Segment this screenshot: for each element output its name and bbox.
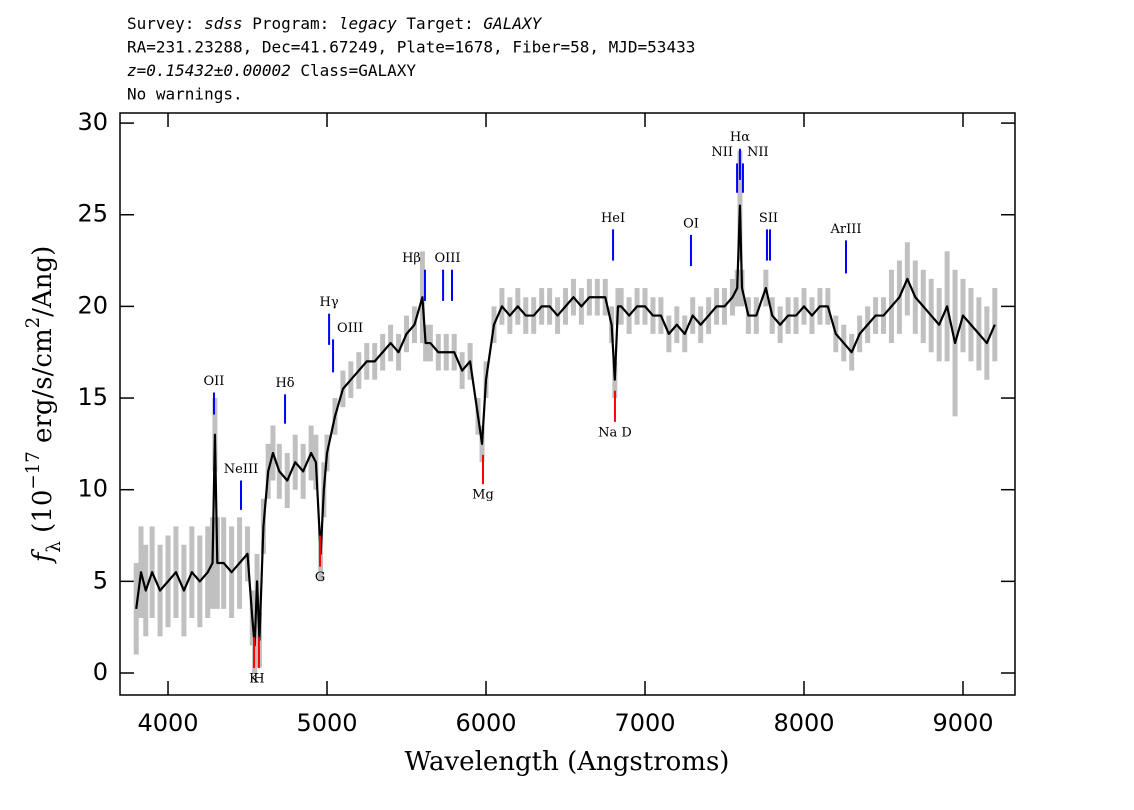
header-line: Survey: sdss Program: legacy Target: GAL… (127, 14, 543, 33)
text-part: /Ang) (28, 246, 58, 317)
x-tick-label: 7000 (614, 709, 675, 737)
text-part: Target: (397, 14, 484, 33)
line-label: Hδ (275, 376, 294, 391)
x-tick-label: 6000 (455, 709, 516, 737)
text-part: sdss (204, 14, 243, 33)
text-part: Class=GALAXY (291, 61, 417, 80)
y-tick-label: 15 (77, 383, 108, 411)
line-label: NII (711, 145, 733, 160)
line-label: OIII (434, 251, 460, 266)
y-axis-label: fλ (10−17 erg/s/cm2/Ang) (23, 246, 65, 565)
y-tick-label: 30 (77, 108, 108, 136)
spectrum-line (135, 204, 996, 647)
text-part: Survey: (127, 14, 204, 33)
plot-frame (119, 112, 1016, 696)
line-label: G (315, 570, 325, 585)
line-label: OIII (337, 321, 363, 336)
text-part: No warnings. (127, 84, 243, 103)
header-line: z=0.15432±0.00002 Class=GALAXY (127, 61, 416, 80)
line-label: Na D (598, 425, 632, 440)
header-line: RA=231.23288, Dec=41.67249, Plate=1678, … (127, 37, 695, 56)
text-part: (10 (28, 490, 58, 542)
line-label: Hβ (402, 251, 421, 266)
x-tick-label: 5000 (296, 709, 357, 737)
y-tick-label: 20 (77, 291, 108, 319)
line-label: ArIII (829, 222, 861, 237)
text-part: 2 (23, 317, 44, 329)
text-part: RA=231.23288, Dec=41.67249, Plate=1678, … (127, 37, 695, 56)
y-tick-label: 0 (93, 658, 108, 686)
text-part: erg/s/cm (28, 328, 58, 451)
text-part: legacy (339, 14, 397, 33)
text-part: λ (44, 541, 65, 553)
y-tick-label: 25 (77, 200, 108, 228)
line-label: SII (759, 211, 778, 226)
line-label: Hγ (320, 295, 339, 310)
text-part: z=0.15432±0.00002 (127, 61, 291, 80)
line-label: HeI (601, 211, 625, 226)
line-label: Hα (730, 130, 750, 145)
y-tick-label: 5 (93, 566, 108, 594)
line-label: NeIII (224, 462, 258, 477)
text-part: GALAXY (483, 14, 542, 33)
x-tick-label: 4000 (137, 709, 198, 737)
line-label: K (249, 672, 259, 687)
line-label: OII (203, 374, 224, 389)
x-axis-label: Wavelength (Angstroms) (405, 747, 730, 777)
line-label: H (253, 672, 264, 687)
text-part: Program: (243, 14, 339, 33)
y-tick-label: 10 (77, 475, 108, 503)
text-part: Wavelength (Angstroms) (405, 747, 730, 777)
x-tick-label: 9000 (932, 709, 993, 737)
line-label: OI (683, 216, 699, 231)
text-part: −17 (23, 451, 44, 489)
line-label: NII (747, 145, 769, 160)
x-tick-label: 8000 (773, 709, 834, 737)
line-label: Mg (472, 488, 494, 503)
header-line: No warnings. (127, 84, 243, 103)
